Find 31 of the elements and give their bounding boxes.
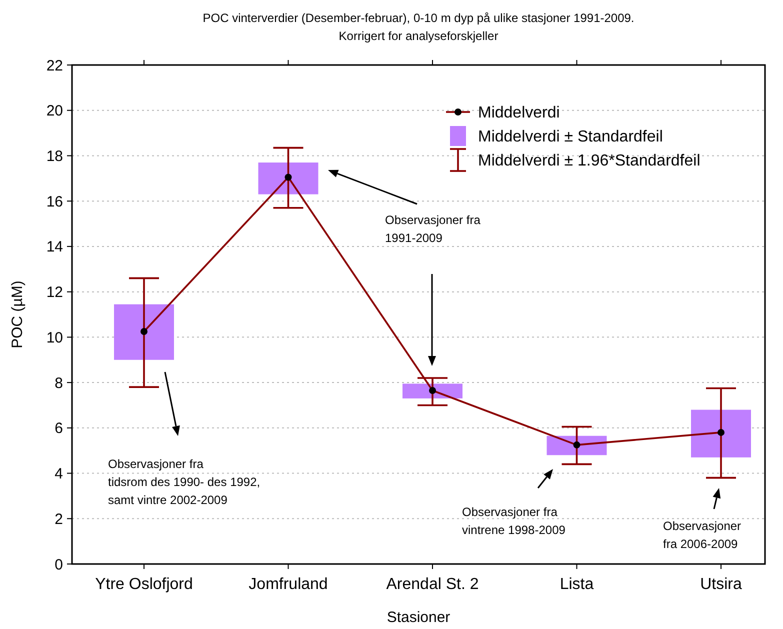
y-tick-label: 2 xyxy=(54,510,63,528)
legend-label: Middelverdi xyxy=(478,104,560,122)
y-tick-label: 10 xyxy=(46,329,63,346)
x-axis-title: Stasioner xyxy=(386,609,450,626)
annotation: Observasjoner fra vintrene 1998-2009 xyxy=(462,505,566,537)
y-tick-label: 14 xyxy=(46,238,63,256)
chart-subtitle: Korrigert for analyseforskjeller xyxy=(338,29,498,43)
annotation: Observasjoner fra 2006-2009 xyxy=(663,519,742,551)
y-tick-label: 8 xyxy=(54,374,63,392)
bar xyxy=(114,304,174,360)
chart-title: POC vinterverdier (Desember-februar), 0-10 m dyp på ulike stasjoner 1991-2009. xyxy=(202,11,634,25)
x-tick-label: Lista xyxy=(560,576,594,593)
bar xyxy=(691,410,751,458)
y-tick-label: 4 xyxy=(54,466,63,483)
y-tick-label: 12 xyxy=(46,284,63,302)
x-tick-label: Utsira xyxy=(700,576,742,593)
legend-label: Middelverdi ± Standardfeil xyxy=(478,128,663,146)
y-tick-label: 18 xyxy=(46,148,63,165)
y-tick-label: 6 xyxy=(54,420,63,438)
annotation: Observasjoner fra 1991-2009 xyxy=(385,213,481,245)
annotation: Middelverdi ± 1.96*Standardfeil xyxy=(478,152,700,170)
y-tick-label: 0 xyxy=(54,556,63,574)
annotation: Observasjoner fra tidsrom des 1990- des 1992, samt vintre 2002-2009 xyxy=(108,457,260,507)
x-tick-label: Ytre Oslofjord xyxy=(95,576,193,593)
x-tick-label: Jomfruland xyxy=(248,576,328,593)
y-tick-label: 22 xyxy=(46,57,63,74)
y-tick-label: 20 xyxy=(46,102,63,120)
y-tick-label: 16 xyxy=(46,193,63,210)
y-axis-title: POC (µM) xyxy=(9,280,26,348)
x-tick-label: Arendal St. 2 xyxy=(386,576,479,593)
bar xyxy=(258,162,318,194)
